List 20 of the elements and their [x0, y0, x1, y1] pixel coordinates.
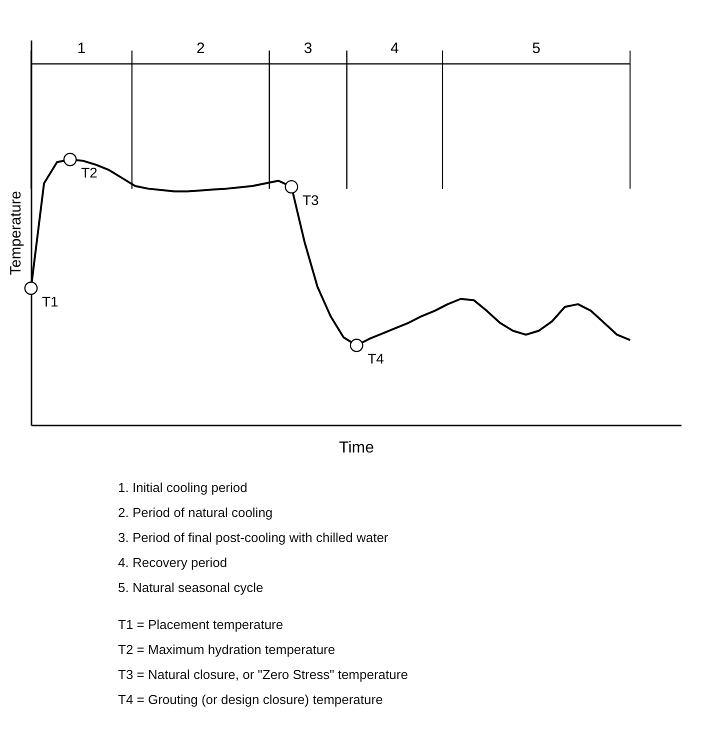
text: 1	[77, 40, 86, 57]
text: T3 = Natural closure, or "Zero Stress" temperature	[118, 666, 409, 684]
text: 2	[196, 40, 205, 57]
y-axis-title: Temperature	[8, 190, 24, 276]
text: 4. Recovery period	[118, 554, 228, 572]
x-axis-title: Time	[339, 440, 374, 456]
annotation: T1	[42, 293, 59, 310]
text: 3	[304, 40, 312, 57]
text: 5	[532, 40, 540, 57]
text: T4 = Grouting (or design closure) temperature	[118, 691, 384, 709]
annotation: T3	[302, 192, 320, 208]
text: T2 = Maximum hydration temperature	[118, 641, 336, 659]
text: 5. Natural seasonal cycle	[118, 579, 264, 597]
annotation: T4	[368, 350, 384, 366]
text: 2. Period of natural cooling	[118, 504, 274, 522]
text: 4	[390, 40, 399, 57]
text: T1 = Placement temperature	[118, 616, 284, 634]
text: 1. Initial cooling period	[118, 479, 248, 497]
annotation: T2	[81, 164, 98, 180]
text: 3. Period of final post-cooling with chilled water	[118, 529, 390, 547]
